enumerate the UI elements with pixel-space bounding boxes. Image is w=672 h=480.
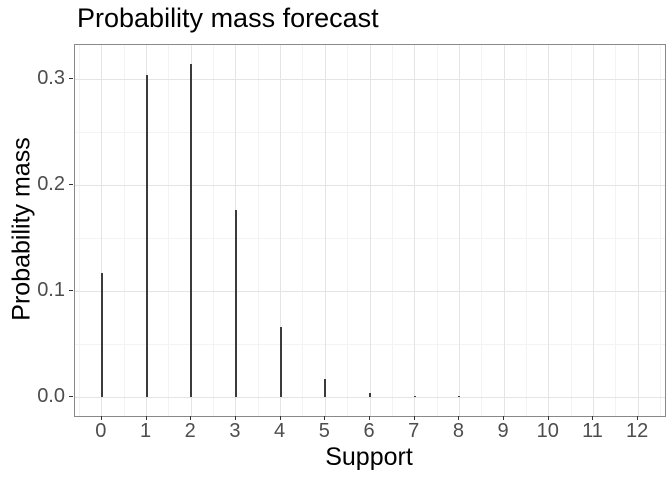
gridline-minor-vertical [525, 45, 527, 416]
x-tick-label: 6 [363, 420, 375, 442]
x-tick-mark [547, 416, 549, 420]
pmf-bar-0 [100, 273, 103, 398]
pmf-bar-5 [324, 379, 327, 398]
gridline-major-horizontal [75, 78, 665, 80]
x-axis-title: Support [325, 443, 413, 471]
pmf-bar-4 [279, 327, 282, 398]
gridline-minor-vertical [391, 45, 393, 416]
x-tick-label: 5 [318, 420, 330, 442]
gridline-major-horizontal [75, 396, 665, 398]
pmf-bar-3 [234, 209, 237, 398]
x-tick-mark [458, 416, 460, 420]
y-tick-mark [69, 78, 73, 80]
x-tick-mark [324, 416, 326, 420]
pmf-bar-8 [458, 396, 461, 398]
gridline-minor-vertical [302, 45, 304, 416]
y-tick-label: 0.3 [37, 67, 65, 90]
x-tick-label: 3 [229, 420, 241, 442]
gridline-major-vertical [324, 45, 326, 416]
y-tick-label: 0.2 [37, 173, 65, 196]
x-tick-label: 8 [452, 420, 464, 442]
x-tick-mark [637, 416, 639, 420]
y-tick-mark [69, 184, 73, 186]
gridline-minor-vertical [257, 45, 259, 416]
x-tick-label: 0 [95, 420, 107, 442]
gridline-minor-vertical [660, 45, 662, 416]
gridline-major-horizontal [75, 290, 665, 292]
gridline-minor-vertical [123, 45, 125, 416]
gridline-minor-vertical [347, 45, 349, 416]
x-tick-mark [592, 416, 594, 420]
pmf-bar-1 [145, 75, 148, 398]
pmf-bar-2 [190, 63, 193, 398]
chart-title: Probability mass forecast [77, 3, 379, 33]
y-tick-label: 0.1 [37, 279, 65, 302]
gridline-major-vertical [592, 45, 594, 416]
y-tick-label: 0.0 [37, 385, 65, 408]
x-tick-mark [100, 416, 102, 420]
gridline-minor-vertical [213, 45, 215, 416]
x-tick-label: 12 [626, 420, 649, 442]
x-tick-label: 7 [408, 420, 420, 442]
gridline-minor-vertical [481, 45, 483, 416]
pmf-bar-6 [369, 392, 371, 398]
x-tick-label: 11 [582, 420, 603, 442]
gridline-minor-vertical [78, 45, 80, 416]
x-tick-mark [145, 416, 147, 420]
gridline-minor-vertical [436, 45, 438, 416]
gridline-major-horizontal [75, 184, 665, 186]
x-tick-mark [190, 416, 192, 420]
y-tick-mark [69, 290, 73, 292]
gridline-major-vertical [458, 45, 460, 416]
pmf-bar-7 [413, 395, 416, 398]
x-tick-label: 10 [536, 420, 559, 442]
gridline-major-vertical [503, 45, 505, 416]
x-tick-mark [413, 416, 415, 420]
gridline-major-vertical [548, 45, 550, 416]
x-tick-label: 4 [274, 420, 286, 442]
gridline-minor-vertical [570, 45, 572, 416]
gridline-minor-vertical [615, 45, 617, 416]
gridline-major-vertical [637, 45, 639, 416]
x-tick-mark [234, 416, 236, 420]
gridline-major-vertical [101, 45, 103, 416]
gridline-minor-vertical [168, 45, 170, 416]
plot-panel [74, 44, 666, 417]
gridline-major-vertical [369, 45, 371, 416]
x-tick-label: 2 [184, 420, 196, 442]
gridline-major-vertical [280, 45, 282, 416]
x-tick-label: 9 [497, 420, 509, 442]
x-tick-mark [369, 416, 370, 420]
x-tick-mark [503, 416, 505, 420]
x-tick-mark [279, 416, 281, 420]
x-tick-label: 1 [139, 420, 152, 442]
gridline-major-vertical [414, 45, 416, 416]
y-tick-mark [69, 396, 73, 398]
